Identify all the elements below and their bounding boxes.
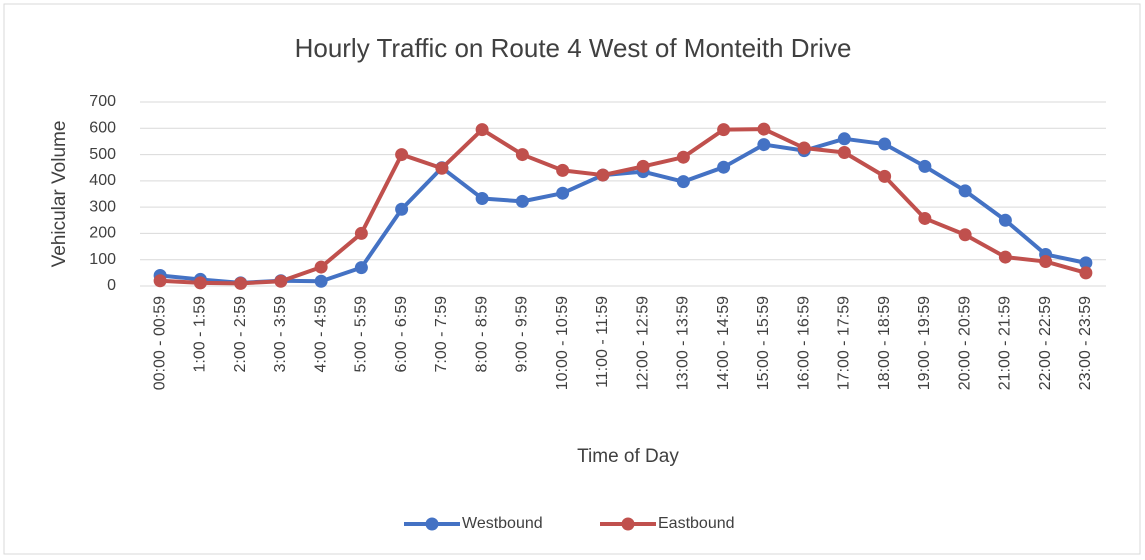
point [556, 186, 570, 200]
point [958, 184, 972, 198]
point [395, 202, 409, 216]
point [153, 274, 167, 288]
y-tick-label: 500 [89, 146, 116, 163]
y-tick-label: 300 [89, 198, 116, 215]
x-tick-label: 13:00 - 13:59 [675, 296, 692, 390]
point [837, 145, 851, 159]
point [435, 161, 449, 175]
x-tick-label: 22:00 - 22:59 [1037, 296, 1054, 390]
x-tick-label: 7:00 - 7:59 [433, 296, 450, 373]
point [1079, 266, 1093, 280]
x-tick-label: 16:00 - 16:59 [795, 296, 812, 390]
x-tick-label: 23:00 - 23:59 [1077, 296, 1094, 390]
point [1039, 255, 1053, 269]
point [636, 159, 650, 173]
point [958, 228, 972, 242]
point [596, 168, 610, 182]
x-tick-label: 15:00 - 15:59 [755, 296, 772, 390]
point [998, 213, 1012, 227]
x-tick-label: 18:00 - 18:59 [876, 296, 893, 390]
x-axis-title: Time of Day [577, 446, 679, 467]
chart-border [3, 3, 1141, 555]
y-tick-label: 100 [89, 251, 116, 268]
y-tick-label: 400 [89, 172, 116, 189]
legend-marker [621, 517, 635, 531]
legend-label: Westbound [462, 515, 543, 532]
point [234, 276, 248, 290]
y-tick-label: 200 [89, 225, 116, 242]
legend-label: Eastbound [658, 515, 735, 532]
x-tick-label: 2:00 - 2:59 [232, 296, 249, 373]
y-tick-label: 700 [89, 93, 116, 110]
point [354, 261, 368, 275]
point [193, 276, 207, 290]
x-tick-label: 00:00 - 00:59 [151, 296, 168, 390]
series-line [160, 127, 1087, 286]
y-tick-label: 600 [89, 120, 116, 137]
point [797, 141, 811, 155]
x-tick-label: 19:00 - 19:59 [916, 296, 933, 390]
point [1079, 256, 1093, 270]
point [475, 191, 489, 205]
x-tick-label: 9:00 - 9:59 [514, 296, 531, 373]
x-tick-label: 5:00 - 5:59 [353, 296, 370, 373]
point [918, 159, 932, 173]
legend-marker [425, 517, 439, 531]
chart-title: Hourly Traffic on Route 4 West of Montei… [295, 33, 852, 63]
x-tick-label: 21:00 - 21:59 [997, 296, 1014, 390]
x-tick-label: 20:00 - 20:59 [956, 296, 973, 390]
x-tick-label: 17:00 - 17:59 [836, 296, 853, 390]
point [354, 226, 368, 240]
point [676, 150, 690, 164]
point [395, 148, 409, 162]
x-tick-label: 12:00 - 12:59 [634, 296, 651, 390]
x-tick-label: 14:00 - 14:59 [715, 296, 732, 390]
x-tick-label: 4:00 - 4:59 [312, 296, 329, 373]
point [757, 138, 771, 152]
point [717, 123, 731, 137]
point [998, 250, 1012, 264]
point [475, 123, 489, 137]
point [717, 160, 731, 174]
point [556, 163, 570, 177]
x-tick-label: 11:00 - 11:59 [594, 296, 611, 388]
y-axis-title: Vehicular Volume [49, 121, 70, 268]
x-tick-label: 8:00 - 8:59 [473, 296, 490, 373]
point [274, 274, 288, 288]
point [676, 175, 690, 189]
point [515, 194, 529, 208]
point [918, 211, 932, 225]
point [878, 137, 892, 151]
point [878, 169, 892, 183]
series-line [159, 136, 1087, 285]
y-tick-label: 0 [107, 277, 116, 294]
point [837, 132, 851, 146]
point [515, 148, 529, 162]
x-tick-label: 3:00 - 3:59 [272, 296, 289, 373]
point [314, 260, 328, 274]
x-tick-label: 1:00 - 1:59 [192, 296, 209, 373]
point [757, 122, 771, 136]
point [314, 274, 328, 288]
x-tick-label: 6:00 - 6:59 [393, 296, 410, 373]
x-tick-label: 10:00 - 10:59 [554, 296, 571, 390]
